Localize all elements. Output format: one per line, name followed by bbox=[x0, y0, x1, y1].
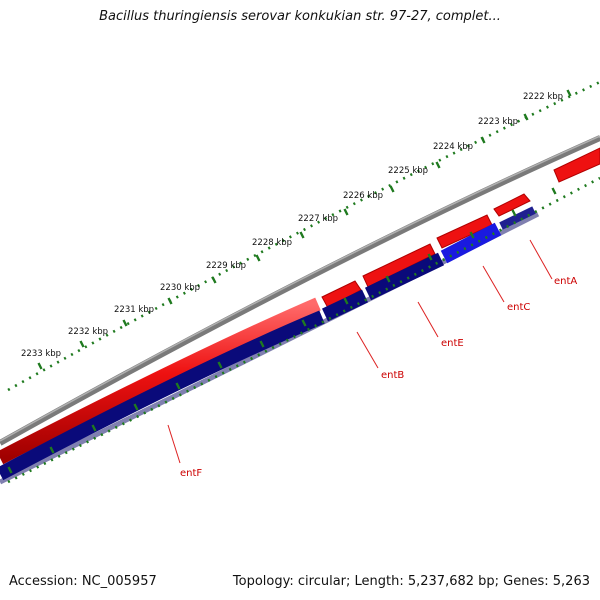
kbp-label-2226: 2226 kbp bbox=[343, 191, 383, 201]
inner-major-tick-1 bbox=[511, 209, 517, 217]
outer-scale-major-ticks bbox=[37, 89, 572, 370]
inner-scale-major-ticks bbox=[7, 187, 557, 474]
inner-major-tick-7 bbox=[259, 340, 265, 348]
leader-entC bbox=[482, 265, 505, 303]
leader-entB bbox=[356, 331, 379, 369]
inner-major-tick-6 bbox=[301, 319, 307, 327]
gene-track-entB[interactable] bbox=[321, 289, 369, 322]
leader-entE bbox=[417, 301, 439, 338]
outer-major-tick-1 bbox=[523, 113, 529, 121]
kbp-labels: 2222 kbp 2223 kbp 2224 kbp 2225 kbp 2226 kbp… bbox=[21, 92, 563, 359]
kbp-label-2231: 2231 kbp bbox=[114, 305, 154, 315]
forward-feature-track bbox=[0, 297, 321, 465]
kbp-label-2228: 2228 kbp bbox=[252, 238, 292, 248]
inner-major-tick-2 bbox=[469, 231, 475, 239]
kbp-label-2232: 2232 kbp bbox=[68, 327, 108, 337]
outer-major-tick-0 bbox=[566, 89, 572, 97]
gene-track-entA[interactable] bbox=[499, 206, 536, 230]
outer-major-tick-10 bbox=[122, 319, 128, 327]
outer-major-tick-5 bbox=[343, 208, 349, 216]
forward-feature-blocks bbox=[321, 147, 600, 309]
inner-major-tick-4 bbox=[385, 275, 391, 283]
inner-major-tick-11 bbox=[91, 424, 97, 432]
inner-major-tick-12 bbox=[49, 446, 55, 454]
inner-major-tick-8 bbox=[217, 361, 223, 369]
gene-track-entC[interactable] bbox=[440, 222, 502, 264]
kbp-label-2233: 2233 kbp bbox=[21, 349, 61, 359]
gene-label-entB[interactable]: entB bbox=[381, 370, 404, 381]
leader-entF bbox=[167, 424, 181, 464]
gene-label-entE[interactable]: entE bbox=[441, 338, 464, 349]
kbp-label-2227: 2227 kbp bbox=[298, 214, 338, 224]
kbp-label-2223: 2223 kbp bbox=[478, 117, 518, 127]
topology-summary: Topology: circular; Length: 5,237,682 bp… bbox=[232, 574, 590, 589]
gene-label-entC[interactable]: entC bbox=[507, 302, 530, 313]
outer-major-tick-11 bbox=[79, 340, 85, 348]
outer-major-tick-3 bbox=[435, 161, 441, 169]
outer-major-tick-4 bbox=[389, 185, 395, 193]
inner-major-tick-9 bbox=[175, 382, 181, 390]
kbp-label-2224: 2224 kbp bbox=[433, 142, 473, 152]
outer-scale-dots bbox=[7, 80, 600, 392]
gene-labels: entA entC entE entB entF bbox=[167, 239, 577, 479]
kbp-label-2229: 2229 kbp bbox=[206, 261, 246, 271]
outer-major-tick-9 bbox=[167, 297, 173, 305]
outer-major-tick-12 bbox=[37, 362, 43, 370]
inner-major-tick-13 bbox=[7, 466, 13, 474]
gene-label-entF[interactable]: entF bbox=[180, 468, 202, 479]
inner-major-tick-3 bbox=[427, 253, 433, 261]
genome-backbone bbox=[0, 135, 600, 446]
inner-major-tick-10 bbox=[133, 403, 139, 411]
kbp-label-2230: 2230 kbp bbox=[160, 283, 200, 293]
gene-track-entE[interactable] bbox=[364, 252, 445, 301]
genome-backbone-highlight bbox=[0, 135, 600, 442]
gene-label-entA[interactable]: entA bbox=[554, 276, 577, 287]
gene-track-entF[interactable] bbox=[0, 310, 325, 481]
inner-major-tick-0 bbox=[551, 187, 557, 195]
outer-major-tick-6 bbox=[299, 231, 305, 239]
outer-major-tick-8 bbox=[211, 276, 217, 284]
accession-label: Accession: NC_005957 bbox=[9, 574, 157, 589]
map-title: Bacillus thuringiensis serovar konkukian… bbox=[99, 9, 501, 24]
outer-major-tick-2 bbox=[480, 136, 486, 144]
kbp-label-2225: 2225 kbp bbox=[388, 166, 428, 176]
inner-major-tick-5 bbox=[343, 297, 349, 305]
outer-major-tick-7 bbox=[255, 254, 261, 262]
kbp-label-2222: 2222 kbp bbox=[523, 92, 563, 102]
leader-entA bbox=[529, 239, 553, 280]
